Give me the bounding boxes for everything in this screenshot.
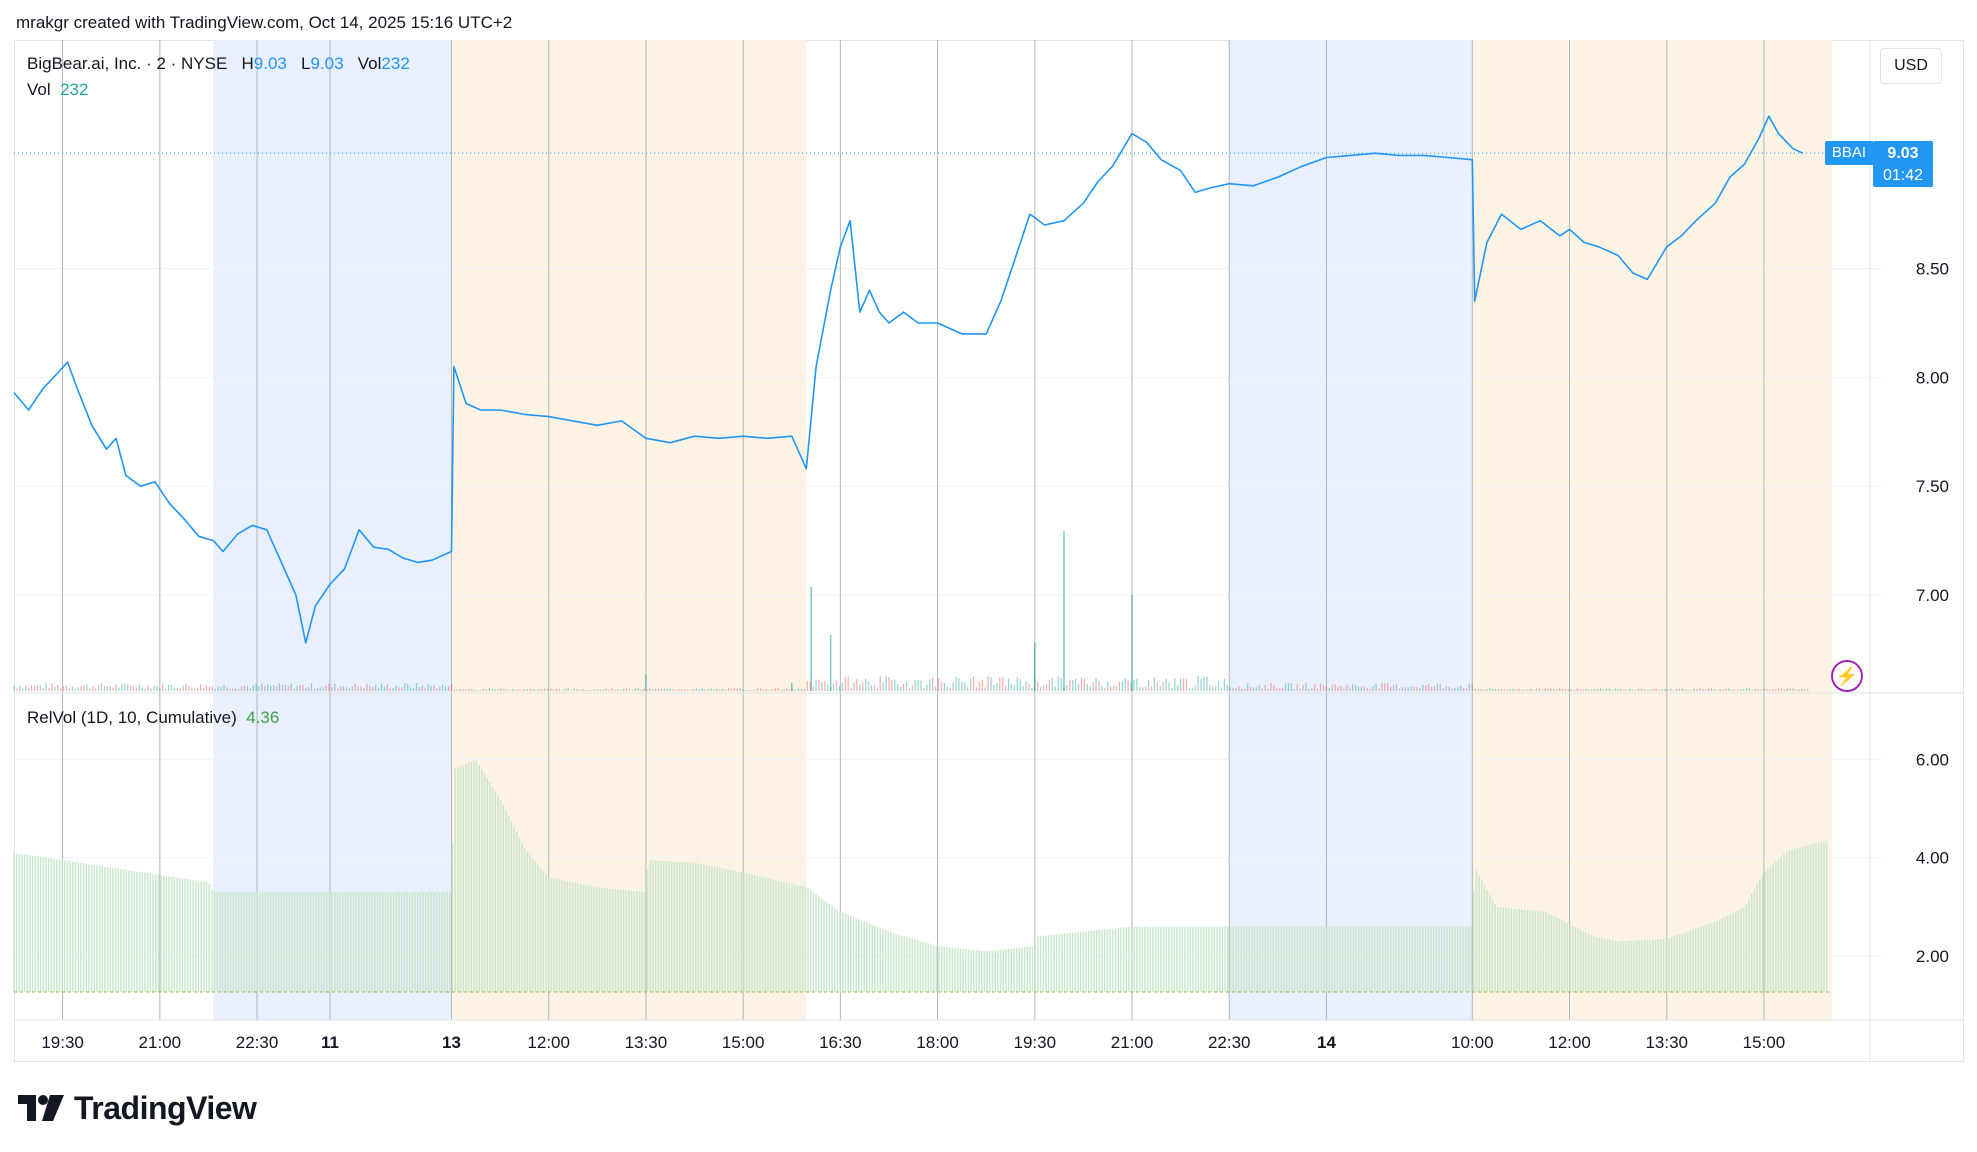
price-legend: BigBear.ai, Inc. · 2 · NYSE H9.03 L9.03 … (27, 54, 410, 74)
chart-frame[interactable] (14, 40, 1964, 1062)
bar-countdown: 01:42 (1882, 167, 1924, 185)
symbol-price-tag: BBAI (1825, 141, 1873, 166)
time-tick-label-2: 22:30 (236, 1033, 279, 1052)
relvol-legend: RelVol (1D, 10, Cumulative) 4.36 (27, 708, 279, 728)
low-value: 9.03 (310, 54, 344, 73)
relvol-tick-label-0: 6.00 (1916, 750, 1949, 769)
volume-label[interactable]: Vol (27, 80, 51, 99)
tradingview-logo[interactable]: TradingView (18, 1088, 257, 1128)
time-tick-label-10: 19:30 (1014, 1033, 1057, 1052)
time-tick-label-9: 18:00 (916, 1033, 959, 1052)
time-tick-label-5: 12:00 (527, 1033, 570, 1052)
time-tick-label-3: 11 (321, 1033, 339, 1052)
price-tick-label-3: 7.00 (1916, 586, 1949, 605)
price-tick-label-1: 8.00 (1916, 368, 1949, 387)
price-tick-label-2: 7.50 (1916, 477, 1949, 496)
time-tick-label-8: 16:30 (819, 1033, 862, 1052)
session-band-3 (1472, 40, 1832, 1020)
chart-credit: mrakgr created with TradingView.com, Oct… (16, 13, 513, 32)
tradingview-logo-icon (18, 1095, 64, 1121)
time-tick-label-7: 15:00 (722, 1033, 765, 1052)
high-value: 9.03 (253, 54, 287, 73)
time-tick-label-17: 15:00 (1743, 1033, 1786, 1052)
time-tick-label-12: 22:30 (1208, 1033, 1251, 1052)
relvol-value: 4.36 (246, 708, 280, 727)
volume-value: 232 (60, 80, 89, 99)
time-tick-label-1: 21:00 (139, 1033, 182, 1052)
price-tick-label-0: 8.50 (1916, 260, 1949, 279)
vol-label: Vol (357, 54, 382, 73)
time-tick-label-4: 13 (442, 1033, 461, 1052)
session-band-2 (1229, 40, 1473, 1020)
lightning-icon[interactable]: ⚡ (1831, 660, 1863, 692)
high-label: H (241, 54, 254, 73)
relvol-tick-label-1: 4.00 (1916, 849, 1949, 868)
time-tick-label-6: 13:30 (625, 1033, 668, 1052)
relvol-tick-label-2: 2.00 (1916, 947, 1949, 966)
last-price: 9.03 (1887, 145, 1919, 163)
price-line (13, 115, 1804, 644)
symbol-name[interactable]: BigBear.ai, Inc. · 2 · NYSE (27, 54, 228, 73)
low-label: L (301, 54, 311, 73)
volume-legend: Vol 232 (27, 80, 88, 100)
time-tick-label-0: 19:30 (41, 1033, 84, 1052)
time-tick-label-13: 14 (1317, 1033, 1336, 1052)
time-tick-label-11: 21:00 (1111, 1033, 1154, 1052)
currency-button[interactable]: USD (1880, 48, 1942, 84)
session-band-0 (213, 40, 452, 1020)
time-tick-label-16: 13:30 (1645, 1033, 1688, 1052)
time-tick-label-15: 12:00 (1548, 1033, 1591, 1052)
last-price-tag: 9.03 01:42 (1873, 141, 1933, 188)
tradingview-logo-text: TradingView (74, 1089, 257, 1126)
time-tick-label-14: 10:00 (1451, 1033, 1494, 1052)
relvol-label[interactable]: RelVol (1D, 10, Cumulative) (27, 708, 237, 727)
vol-value: 232 (381, 54, 410, 73)
session-band-1 (451, 40, 807, 1020)
